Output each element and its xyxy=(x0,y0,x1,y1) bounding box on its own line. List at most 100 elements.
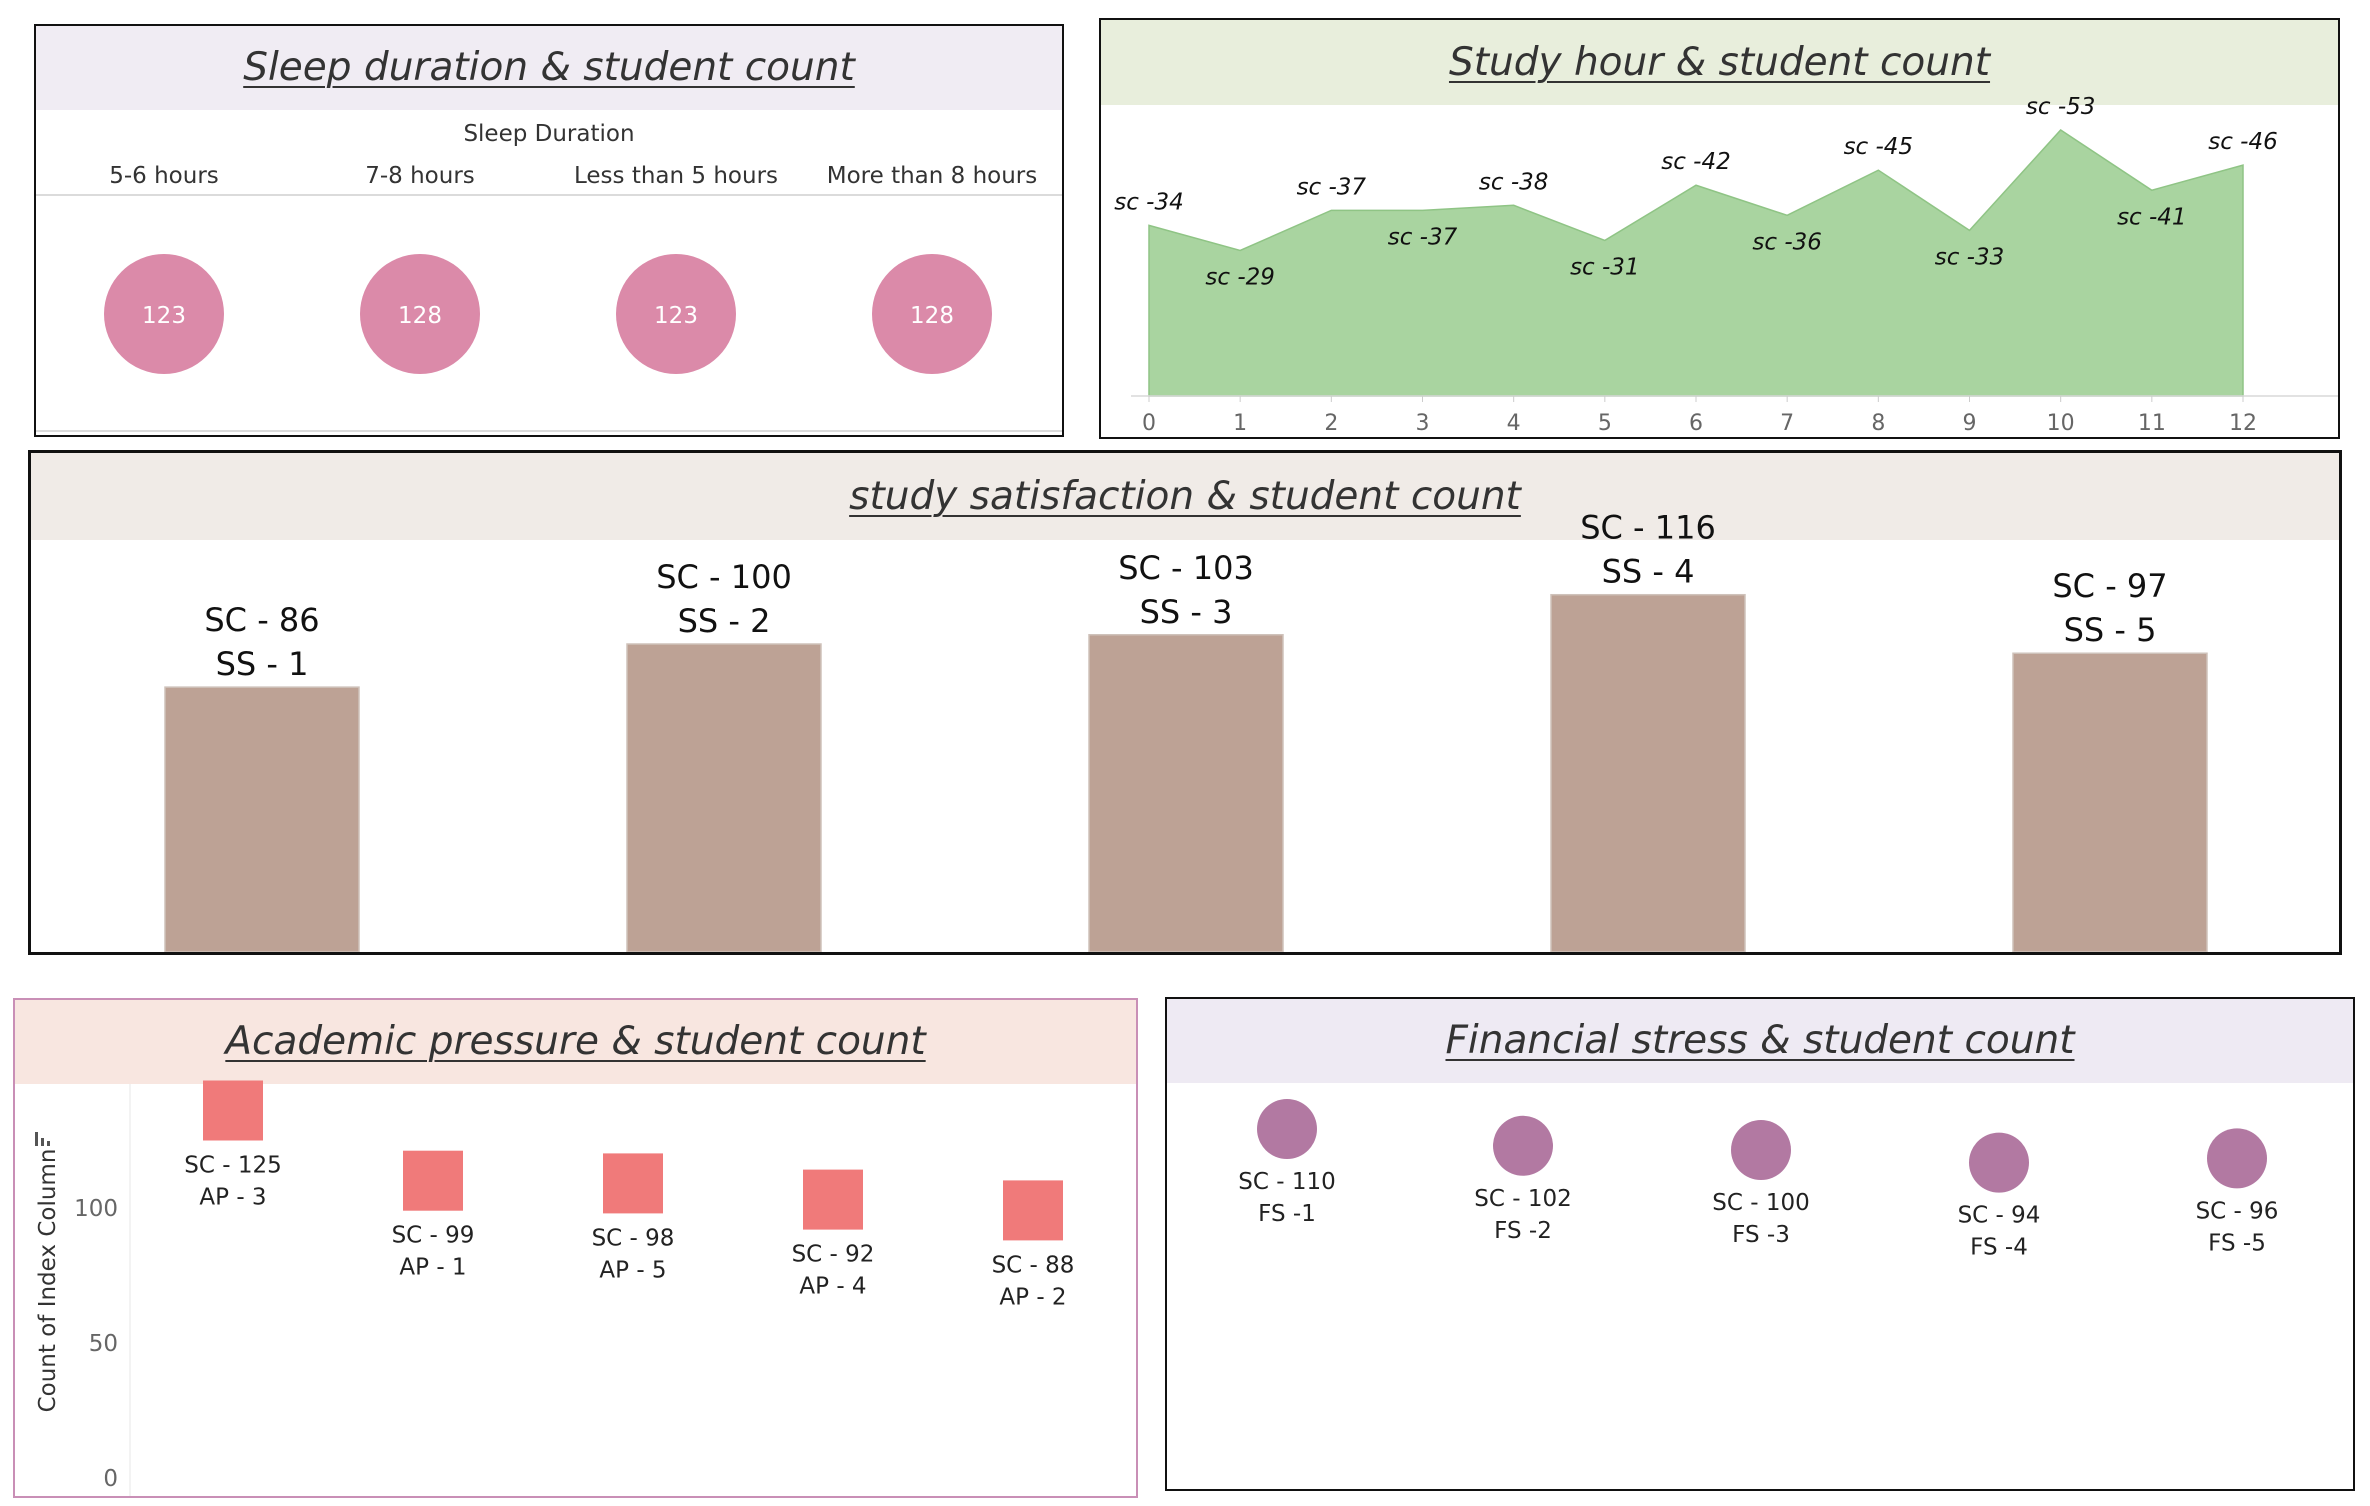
study-x-tick-label: 0 xyxy=(1142,411,1156,436)
fs-level-label: FS -2 xyxy=(1494,1218,1552,1244)
satisfaction-bar xyxy=(1550,593,1746,952)
study-satisfaction-panel: study satisfaction & student count SC - … xyxy=(28,450,2342,955)
satisfaction-bar xyxy=(626,643,822,952)
study-x-tick-label: 9 xyxy=(1963,411,1977,436)
satisfaction-count-label: SC - 86 xyxy=(204,601,319,639)
satisfaction-panel-title: study satisfaction & student count xyxy=(31,453,2339,540)
ap-y-tick-label: 50 xyxy=(89,1331,118,1357)
satisfaction-level-label: SS - 1 xyxy=(216,645,309,683)
sleep-duration-panel: Sleep duration & student count Sleep Dur… xyxy=(34,24,1064,437)
study-x-tick-label: 4 xyxy=(1507,411,1521,436)
sleep-circle-mark xyxy=(616,254,736,374)
study-point-label: sc -33 xyxy=(1935,244,2005,270)
study-point-label: sc -45 xyxy=(1844,134,1914,160)
ap-level-label: AP - 1 xyxy=(399,1255,466,1281)
sleep-circle-mark xyxy=(872,254,992,374)
study-x-tick-label: 8 xyxy=(1871,411,1885,436)
fs-level-label: FS -1 xyxy=(1258,1201,1316,1227)
academic-pressure-chart: 0 50 100 Count of Index Column SC - 125 AP - … xyxy=(35,1080,1075,1496)
satisfaction-bar xyxy=(2012,652,2208,952)
ap-count-label: SC - 88 xyxy=(992,1252,1075,1278)
study-point-label: sc -31 xyxy=(1570,254,1640,280)
ap-count-label: SC - 92 xyxy=(792,1242,875,1268)
sleep-circle-mark xyxy=(360,254,480,374)
ap-count-label: SC - 98 xyxy=(592,1225,675,1251)
financial-stress-chart: SC - 110 FS -1 SC - 102 FS -2 SC - 100 FS -3 S… xyxy=(1238,1099,2279,1261)
fs-level-label: FS -4 xyxy=(1970,1235,2028,1261)
ap-count-label: SC - 99 xyxy=(392,1223,475,1249)
study-x-tick-label: 11 xyxy=(2138,411,2166,436)
satisfaction-level-label: SS - 3 xyxy=(1140,593,1233,631)
study-hour-chart: 0 sc -34 1 sc -29 2 sc -37 3 sc -37 4 sc -38 5 sc -… xyxy=(1114,94,2338,436)
study-point-label: sc -53 xyxy=(2026,94,2096,120)
satisfaction-level-label: SS - 2 xyxy=(678,602,771,640)
ap-y-axis-label: Count of Index Column xyxy=(35,1149,61,1413)
study-area-fill xyxy=(1148,129,2244,397)
study-point-label: sc -46 xyxy=(2208,129,2278,155)
sleep-circle-mark xyxy=(104,254,224,374)
financial-panel-title: Financial stress & student count xyxy=(1167,999,2353,1083)
study-x-tick-label: 3 xyxy=(1416,411,1430,436)
fs-count-label: SC - 94 xyxy=(1958,1203,2041,1229)
study-x-tick-label: 2 xyxy=(1324,411,1338,436)
satisfaction-count-label: SC - 97 xyxy=(2052,567,2167,605)
sleep-value-label: 128 xyxy=(910,303,954,329)
sort-icon-bar xyxy=(41,1138,44,1146)
study-x-tick-label: 6 xyxy=(1689,411,1703,436)
study-point-label: sc -37 xyxy=(1297,174,1367,200)
sort-icon-bar xyxy=(35,1132,38,1146)
study-point-label: sc -37 xyxy=(1388,224,1458,250)
academic-pressure-panel: Academic pressure & student count 0 50 100… xyxy=(13,998,1138,1498)
study-x-tick-label: 5 xyxy=(1598,411,1612,436)
ap-y-tick-label: 100 xyxy=(74,1196,118,1222)
sleep-category-label: Less than 5 hours xyxy=(574,163,778,189)
satisfaction-level-label: SS - 4 xyxy=(1602,553,1695,591)
ap-square-mark xyxy=(203,1080,263,1141)
satisfaction-chart: SC - 86 SS - 1 SC - 100 SS - 2 SC - 103 SS - … xyxy=(164,509,2208,952)
study-point-label: sc -36 xyxy=(1752,229,1822,255)
study-x-tick-label: 12 xyxy=(2229,411,2257,436)
ap-level-label: AP - 4 xyxy=(799,1274,866,1300)
study-point-label: sc -34 xyxy=(1114,189,1184,215)
sleep-value-label: 123 xyxy=(142,303,186,329)
sleep-category-label: 5-6 hours xyxy=(109,163,219,189)
study-point-label: sc -42 xyxy=(1661,149,1731,175)
academic-panel-title: Academic pressure & student count xyxy=(15,1000,1136,1084)
fs-level-label: FS -5 xyxy=(2208,1230,2266,1256)
fs-level-label: FS -3 xyxy=(1732,1222,1790,1248)
fs-count-label: SC - 102 xyxy=(1474,1186,1571,1212)
study-hour-panel: Study hour & student count 0 sc -34 1 sc -2… xyxy=(1099,18,2340,439)
ap-level-label: AP - 2 xyxy=(999,1284,1066,1310)
study-panel-title: Study hour & student count xyxy=(1101,20,2338,105)
satisfaction-count-label: SC - 100 xyxy=(656,558,792,596)
sleep-header-label: Sleep Duration xyxy=(463,121,634,147)
financial-stress-panel: Financial stress & student count SC - 11… xyxy=(1165,997,2355,1491)
satisfaction-count-label: SC - 103 xyxy=(1118,549,1254,587)
study-point-label: sc -29 xyxy=(1205,264,1275,290)
fs-circle-mark xyxy=(1969,1132,2029,1193)
study-point-label: sc -38 xyxy=(1479,169,1549,195)
ap-level-label: AP - 5 xyxy=(599,1257,666,1283)
ap-square-mark xyxy=(1003,1180,1063,1241)
fs-circle-mark xyxy=(2207,1128,2267,1189)
fs-circle-mark xyxy=(1493,1115,1553,1176)
sleep-category-label: 7-8 hours xyxy=(365,163,475,189)
study-x-tick-label: 7 xyxy=(1780,411,1794,436)
ap-y-tick-label: 0 xyxy=(103,1466,118,1492)
fs-count-label: SC - 110 xyxy=(1238,1169,1335,1195)
ap-square-mark xyxy=(403,1150,463,1211)
sleep-value-label: 128 xyxy=(398,303,442,329)
study-x-tick-label: 1 xyxy=(1233,411,1247,436)
fs-count-label: SC - 96 xyxy=(2196,1198,2279,1224)
fs-circle-mark xyxy=(1257,1099,1317,1159)
sleep-panel-title: Sleep duration & student count xyxy=(36,26,1062,110)
study-point-label: sc -41 xyxy=(2117,204,2187,230)
sort-icon-bar xyxy=(47,1141,50,1146)
satisfaction-bar xyxy=(1088,634,1284,952)
ap-square-mark xyxy=(603,1153,663,1214)
sleep-category-label: More than 8 hours xyxy=(827,163,1038,189)
satisfaction-bar xyxy=(164,686,360,952)
sleep-value-label: 123 xyxy=(654,303,698,329)
ap-count-label: SC - 125 xyxy=(184,1153,281,1179)
satisfaction-level-label: SS - 5 xyxy=(2064,611,2157,649)
